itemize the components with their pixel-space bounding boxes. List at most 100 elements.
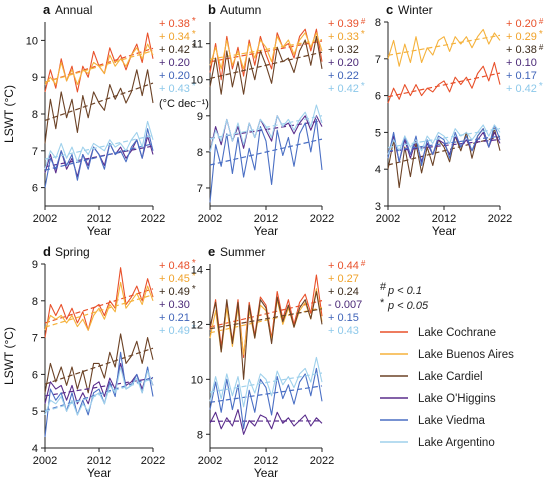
trend-line-5 xyxy=(387,127,501,149)
trend-label-5: + 0.43 xyxy=(328,325,359,337)
trend-label-0: + 0.20 # xyxy=(506,17,544,30)
trend-label-0: + 0.39 # xyxy=(328,17,366,30)
trend-sig-5: * xyxy=(192,81,196,92)
series-line-0 xyxy=(44,267,154,338)
trend-sig-0: # xyxy=(539,17,544,26)
trend-line-1 xyxy=(209,307,323,334)
x-tick-label: 2022 xyxy=(310,213,334,225)
x-axis-label: Year xyxy=(87,224,111,238)
y-tick-label: 14 xyxy=(191,264,203,276)
panel-title: Annual xyxy=(55,3,92,17)
trend-label-1: + 0.34 * xyxy=(159,29,196,43)
trend-line-1 xyxy=(209,39,323,60)
trend-label-2: + 0.49 * xyxy=(159,284,196,298)
series-line-5 xyxy=(209,104,323,153)
trend-label-2: + 0.38 # xyxy=(506,43,544,56)
trend-label-1: + 0.33 * xyxy=(328,29,365,43)
trend-line-2 xyxy=(44,82,154,121)
trend-line-5 xyxy=(209,372,323,393)
series-line-1 xyxy=(44,281,154,331)
trend-sig-0: # xyxy=(361,17,366,26)
y-axis-label: LSWT (°C) xyxy=(2,327,16,385)
y-tick-label: 3 xyxy=(375,201,381,213)
series-line-4 xyxy=(44,351,154,438)
hash-sig-note: p < 0.1 xyxy=(387,285,422,297)
y-tick-label: 12 xyxy=(191,319,203,331)
trend-line-1 xyxy=(44,294,154,328)
series-line-4 xyxy=(387,124,501,167)
trend-sig-0: * xyxy=(192,258,196,269)
panel-letter: d xyxy=(43,244,51,259)
y-tick-label: 9 xyxy=(32,72,38,84)
series-line-3 xyxy=(44,135,154,178)
y-tick-label: 10 xyxy=(191,374,203,386)
trend-line-4 xyxy=(44,143,154,171)
y-tick-label: 6 xyxy=(32,183,38,195)
x-axis-label: Year xyxy=(254,224,278,238)
chart-panel-d: d Spring 4 5 6 7 8 9 2002 2012 2022 Year LSWT (°C) + … xyxy=(2,244,196,478)
legend-label-5: Lake Argentino xyxy=(418,437,495,449)
trend-label-3: + 0.20 xyxy=(328,57,359,69)
series-line-1 xyxy=(209,32,323,70)
x-tick-label: 2022 xyxy=(141,213,165,225)
chart-panel-a: a Annual 6 7 8 9 10 2002 2012 2022 Year LSWT (°C) + … xyxy=(2,2,209,238)
series-line-5 xyxy=(44,120,154,170)
trend-line-5 xyxy=(209,115,323,140)
y-tick-label: 7 xyxy=(32,333,38,345)
series-line-1 xyxy=(387,28,501,67)
y-tick-label: 7 xyxy=(375,54,381,66)
hash-sig-symbol: # xyxy=(380,281,387,293)
trend-label-3: - 0.007 xyxy=(328,299,362,311)
y-tick-label: 8 xyxy=(375,17,381,29)
legend-label-0: Lake Cochrane xyxy=(418,327,496,339)
trend-label-3: + 0.30 xyxy=(159,299,190,311)
trend-sig-5: * xyxy=(192,323,196,334)
trend-line-2 xyxy=(44,347,154,385)
y-tick-label: 7 xyxy=(32,146,38,158)
trend-label-5: + 0.42 * xyxy=(506,81,543,95)
trend-label-5: + 0.49 * xyxy=(159,323,196,337)
series-line-4 xyxy=(44,128,154,188)
trend-label-5: + 0.42 * xyxy=(328,81,365,95)
panel-title: Spring xyxy=(55,245,90,259)
legend-label-1: Lake Buenos Aires xyxy=(418,349,514,361)
trend-sig-2: * xyxy=(192,284,196,295)
x-tick-label: 2022 xyxy=(488,213,512,225)
x-tick-label: 2022 xyxy=(141,455,165,467)
trend-label-5: + 0.43 * xyxy=(159,81,196,95)
trend-sig-5: * xyxy=(361,81,365,92)
trend-line-2 xyxy=(387,136,501,166)
trend-sig-1: * xyxy=(192,29,196,40)
panel-letter: b xyxy=(208,2,216,17)
trend-label-3: + 0.10 xyxy=(506,57,537,69)
trend-line-0 xyxy=(209,40,323,63)
trend-label-1: + 0.45 * xyxy=(159,271,196,285)
x-tick-label: 2012 xyxy=(432,213,456,225)
trend-line-4 xyxy=(209,385,323,403)
panel-letter: a xyxy=(43,2,51,17)
unit-note: (°C dec⁻¹) xyxy=(159,98,209,110)
trend-label-2: + 0.42 * xyxy=(159,42,196,56)
y-tick-label: 9 xyxy=(197,111,203,123)
trend-line-5 xyxy=(44,378,154,412)
y-tick-label: 4 xyxy=(32,443,38,455)
trend-sig-1: * xyxy=(361,29,365,40)
trend-line-1 xyxy=(44,50,154,83)
x-tick-label: 2002 xyxy=(33,455,57,467)
y-tick-label: 8 xyxy=(32,296,38,308)
series-line-4 xyxy=(209,118,323,203)
trend-label-3: + 0.20 xyxy=(159,57,190,69)
trend-sig-1: * xyxy=(192,271,196,282)
y-tick-label: 4 xyxy=(375,164,381,176)
trend-label-0: + 0.38 * xyxy=(159,16,196,30)
y-tick-label: 8 xyxy=(197,147,203,159)
legend-label-2: Lake Cardiel xyxy=(418,371,483,383)
trend-label-2: + 0.32 xyxy=(328,44,359,56)
x-tick-label: 2012 xyxy=(254,455,278,467)
trend-line-2 xyxy=(209,308,323,330)
x-axis-label: Year xyxy=(254,466,278,478)
y-axis-label: LSWT (°C) xyxy=(2,85,16,143)
